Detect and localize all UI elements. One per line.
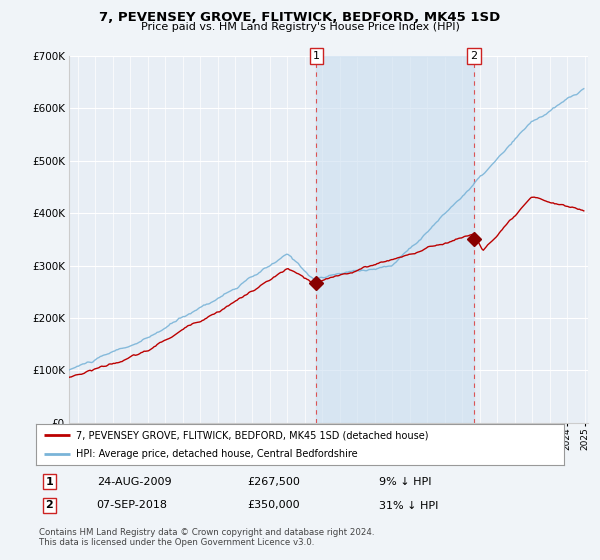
Bar bbox=[316, 56, 474, 423]
Text: 7, PEVENSEY GROVE, FLITWICK, BEDFORD, MK45 1SD: 7, PEVENSEY GROVE, FLITWICK, BEDFORD, MK… bbox=[100, 11, 500, 24]
Text: 2: 2 bbox=[46, 501, 53, 511]
Text: 24-AUG-2009: 24-AUG-2009 bbox=[97, 477, 172, 487]
Text: 9% ↓ HPI: 9% ↓ HPI bbox=[379, 477, 432, 487]
Text: 07-SEP-2018: 07-SEP-2018 bbox=[97, 501, 168, 511]
Text: 1: 1 bbox=[313, 51, 320, 61]
Text: 1: 1 bbox=[46, 477, 53, 487]
Text: 2: 2 bbox=[470, 51, 478, 61]
Text: 31% ↓ HPI: 31% ↓ HPI bbox=[379, 501, 439, 511]
Text: £350,000: £350,000 bbox=[247, 501, 300, 511]
Text: 7, PEVENSEY GROVE, FLITWICK, BEDFORD, MK45 1SD (detached house): 7, PEVENSEY GROVE, FLITWICK, BEDFORD, MK… bbox=[76, 431, 428, 440]
Text: HPI: Average price, detached house, Central Bedfordshire: HPI: Average price, detached house, Cent… bbox=[76, 449, 357, 459]
Text: Contains HM Land Registry data © Crown copyright and database right 2024.
This d: Contains HM Land Registry data © Crown c… bbox=[38, 528, 374, 547]
Text: Price paid vs. HM Land Registry's House Price Index (HPI): Price paid vs. HM Land Registry's House … bbox=[140, 22, 460, 32]
Text: £267,500: £267,500 bbox=[247, 477, 300, 487]
